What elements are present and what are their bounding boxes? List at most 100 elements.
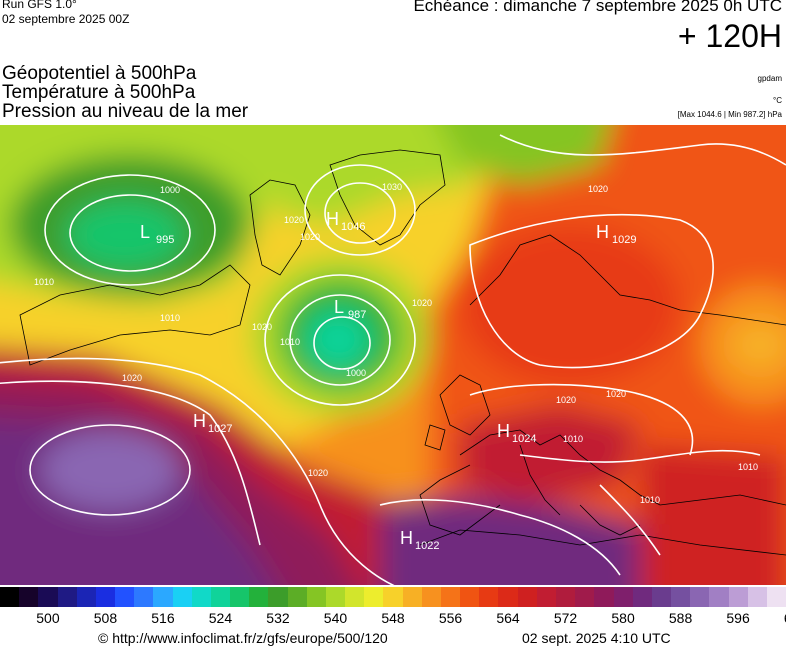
scale-swatch xyxy=(115,587,135,607)
issue-time: 02 sept. 2025 4:10 UTC xyxy=(522,630,671,646)
scale-swatch xyxy=(345,587,365,607)
param-temperature: Température à 500hPa xyxy=(2,82,196,103)
low-centre: L xyxy=(140,222,150,242)
isobar-label: 1000 xyxy=(160,185,180,195)
run-date: 02 septembre 2025 00Z xyxy=(2,12,130,26)
isobar-label: 1020 xyxy=(252,322,272,332)
scale-swatch xyxy=(651,587,672,607)
scale-swatch xyxy=(402,587,422,607)
scale-swatch xyxy=(575,587,595,607)
scale-swatch xyxy=(671,587,691,607)
scale-swatch xyxy=(134,587,154,607)
isobar-label: 1020 xyxy=(606,389,626,399)
high-centre: H xyxy=(193,411,206,431)
scale-swatch xyxy=(19,587,39,607)
isobar-label: 1020 xyxy=(300,232,320,242)
scale-swatch xyxy=(440,587,461,607)
scale-swatch xyxy=(479,587,499,607)
scale-swatch xyxy=(536,587,556,607)
scale-swatch xyxy=(172,587,192,607)
scale-tick-label: 604 xyxy=(784,610,786,626)
isobar-label: 1030 xyxy=(382,182,402,192)
scale-tick-label: 564 xyxy=(496,610,520,626)
isobar-label: 1010 xyxy=(280,337,300,347)
scale-swatch xyxy=(364,587,384,607)
scale-swatch xyxy=(153,587,173,607)
scale-swatch xyxy=(728,587,748,607)
weather-map: L 995 H 1046 L 987 H 1029 H 1027 H 1024 … xyxy=(0,125,786,585)
isobar-label: 1020 xyxy=(556,395,576,405)
low-centre: L xyxy=(334,297,344,317)
scale-swatch xyxy=(766,587,786,607)
scale-swatch xyxy=(555,587,576,607)
valid-time: Echéance : dimanche 7 septembre 2025 0h … xyxy=(413,0,782,15)
scale-tick-label: 508 xyxy=(93,610,118,626)
scale-tick-label: 500 xyxy=(36,610,60,626)
scale-swatch xyxy=(747,587,767,607)
isobar-label: 1010 xyxy=(640,495,660,505)
unit-temperature: °C xyxy=(773,96,782,105)
scale-swatch xyxy=(460,587,480,607)
color-scale xyxy=(0,587,786,607)
scale-swatch xyxy=(95,587,116,607)
pressure-centres: L 995 H 1046 L 987 H 1029 H 1027 H 1024 … xyxy=(140,209,636,552)
color-scale-ticks: 500 508 516 524 532 540 548 556 564 572 580 588 596 6… xyxy=(0,610,786,626)
scale-swatch xyxy=(325,587,346,607)
scale-swatch xyxy=(268,587,288,607)
scale-swatch xyxy=(38,587,58,607)
high-centre-value: 1022 xyxy=(415,540,439,552)
scale-swatch xyxy=(383,587,403,607)
scale-swatch xyxy=(498,587,518,607)
scale-tick-label: 516 xyxy=(151,610,175,626)
scale-tick-label: 524 xyxy=(208,610,233,626)
high-centre: H xyxy=(596,222,609,242)
run-title: Run GFS 1.0° xyxy=(2,0,77,11)
isobar-label: 1010 xyxy=(738,462,758,472)
scale-swatch xyxy=(230,587,250,607)
isobar-label: 1010 xyxy=(34,277,54,287)
isobar-label: 1020 xyxy=(588,184,608,194)
credit-link[interactable]: © http://www.infoclimat.fr/z/gfs/europe/… xyxy=(98,630,388,646)
scale-swatch xyxy=(210,587,231,607)
geopotential-field xyxy=(0,125,786,585)
isobar-label: 1010 xyxy=(160,313,180,323)
isobar-label: 1020 xyxy=(284,215,304,225)
scale-tick-label: 532 xyxy=(266,610,290,626)
scale-swatch xyxy=(0,587,20,607)
isobar-label: 1020 xyxy=(122,373,142,383)
scale-swatch xyxy=(249,587,269,607)
coastlines xyxy=(19,149,786,556)
scale-swatch xyxy=(191,587,211,607)
isobar-label: 1020 xyxy=(412,298,432,308)
scale-tick-label: 596 xyxy=(726,610,750,626)
scale-swatch xyxy=(517,587,537,607)
isobar-label: 1010 xyxy=(563,434,583,444)
high-centre-value: 1027 xyxy=(208,423,232,435)
scale-swatch xyxy=(76,587,96,607)
scale-tick-label: 548 xyxy=(381,610,405,626)
isobar-label: 1000 xyxy=(346,368,366,378)
scale-tick-label: 588 xyxy=(668,610,693,626)
high-centre-value: 1046 xyxy=(341,221,365,233)
scale-swatch xyxy=(613,587,633,607)
scale-swatch xyxy=(421,587,441,607)
param-geopotential: Géopotentiel à 500hPa xyxy=(2,63,197,84)
scale-tick-label: 556 xyxy=(438,610,463,626)
unit-geopotential: gpdam xyxy=(757,74,782,83)
high-centre: H xyxy=(497,421,510,441)
isobar-label: 1020 xyxy=(308,468,328,478)
high-centre-value: 1024 xyxy=(512,433,536,445)
low-centre-value: 995 xyxy=(156,234,174,246)
scale-swatch xyxy=(709,587,729,607)
scale-swatch xyxy=(690,587,710,607)
high-centre: H xyxy=(400,528,413,548)
scale-swatch xyxy=(287,587,307,607)
scale-tick-label: 580 xyxy=(611,610,635,626)
high-centre-value: 1029 xyxy=(612,234,636,246)
scale-swatch xyxy=(57,587,77,607)
scale-swatch xyxy=(632,587,652,607)
scale-swatch xyxy=(594,587,614,607)
isobar-labels: 1000 1010 1010 1020 1020 1030 1020 1010 … xyxy=(34,182,758,505)
unit-pressure: [Max 1044.6 | Min 987.2] hPa xyxy=(677,110,782,119)
scale-tick-label: 540 xyxy=(323,610,348,626)
